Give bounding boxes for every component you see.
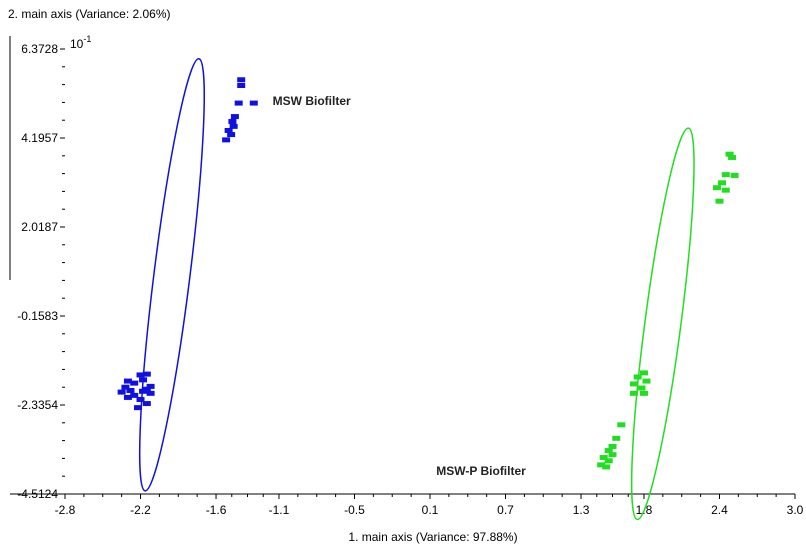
data-point xyxy=(222,137,231,143)
data-point xyxy=(123,378,132,384)
data-point xyxy=(637,385,646,391)
x-tick-label: 1.3 xyxy=(573,503,590,517)
data-point xyxy=(130,392,139,398)
cluster-label: MSW-P Biofilter xyxy=(436,464,526,478)
data-point xyxy=(728,154,737,160)
data-point xyxy=(629,390,638,396)
data-points xyxy=(117,77,739,470)
data-point xyxy=(227,132,236,138)
data-point xyxy=(642,378,651,384)
data-point xyxy=(121,384,130,390)
data-point xyxy=(228,118,237,124)
data-point xyxy=(721,172,730,178)
data-point xyxy=(602,464,611,470)
y-tick-label: -4.5124 xyxy=(17,487,58,501)
data-point xyxy=(604,448,613,454)
data-point xyxy=(617,422,626,428)
x-tick-label: -1.6 xyxy=(206,503,227,517)
data-point xyxy=(721,187,730,193)
data-point xyxy=(604,458,613,464)
data-point xyxy=(229,123,238,129)
data-point xyxy=(136,396,145,402)
data-point xyxy=(139,388,148,394)
x-tick-label: -2.2 xyxy=(130,503,151,517)
data-point xyxy=(146,383,155,389)
x-tick-label: 0.7 xyxy=(497,503,514,517)
data-point xyxy=(142,401,151,407)
data-point xyxy=(139,377,148,383)
data-point xyxy=(136,372,145,378)
data-point xyxy=(629,381,638,387)
annotations: MSW Biofilter MSW-P Biofilter xyxy=(273,94,526,478)
x-tick-label: -2.8 xyxy=(55,503,76,517)
cluster-ellipse xyxy=(138,57,206,492)
data-point xyxy=(249,100,258,106)
y-tick-label: 6.3728 xyxy=(21,42,58,56)
data-point xyxy=(608,452,617,458)
data-point xyxy=(639,370,648,376)
data-point xyxy=(126,387,135,393)
data-point xyxy=(597,462,606,468)
x-axis-title: 1. main axis (Variance: 97.88%) xyxy=(348,530,517,544)
data-point xyxy=(608,443,617,449)
data-point xyxy=(639,390,648,396)
x-tick-label: -0.5 xyxy=(344,503,365,517)
data-point xyxy=(134,405,142,411)
data-point xyxy=(234,100,243,106)
y-axis-ticks: -4.5124 -2.3354 -0.1583 2.0187 4.1957 6.3728 xyxy=(17,42,65,501)
data-point xyxy=(237,82,246,88)
data-point xyxy=(633,374,642,380)
data-point xyxy=(712,185,721,191)
x-tick-label: 0.1 xyxy=(422,503,439,517)
x-axis-ticks: -2.8 -2.2 -1.6 -1.1 -0.5 0.1 0.7 1.3 1.8 2.4 3.0 xyxy=(55,494,804,517)
data-point xyxy=(123,394,132,400)
data-point xyxy=(130,380,139,386)
x-tick-label: -1.1 xyxy=(269,503,290,517)
y-multiplier: 10-1 xyxy=(70,34,91,51)
cluster-ellipse xyxy=(630,127,695,521)
y-tick-label: -2.3354 xyxy=(17,398,58,412)
cluster-ellipses xyxy=(138,57,695,521)
data-point xyxy=(224,127,233,133)
data-point xyxy=(718,180,726,186)
data-point xyxy=(142,371,151,377)
data-point xyxy=(237,77,246,83)
y-axis-title: 2. main axis (Variance: 2.06%) xyxy=(8,7,171,21)
y-tick-label: 2.0187 xyxy=(21,220,58,234)
data-point xyxy=(599,455,608,461)
data-point xyxy=(612,435,621,441)
data-point xyxy=(117,389,126,395)
data-point xyxy=(715,198,724,204)
data-point xyxy=(146,390,155,396)
cluster-label: MSW Biofilter xyxy=(273,94,351,108)
y-tick-label: -0.1583 xyxy=(17,309,58,323)
data-point xyxy=(230,114,239,120)
data-point xyxy=(730,172,739,178)
data-point xyxy=(725,151,734,157)
y-tick-label: 4.1957 xyxy=(21,131,58,145)
x-tick-label: 3.0 xyxy=(787,503,804,517)
x-tick-label: 2.4 xyxy=(711,503,728,517)
